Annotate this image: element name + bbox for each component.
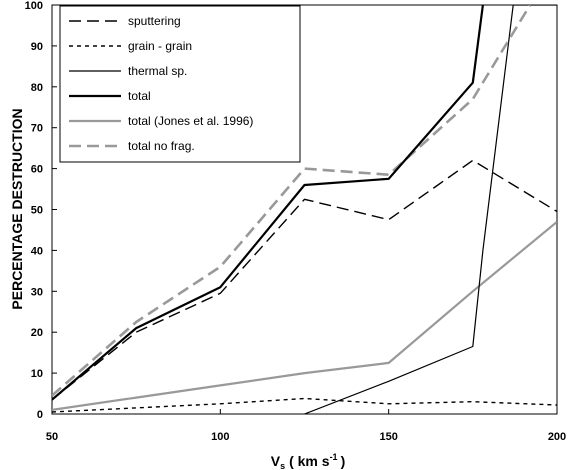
y-tick-label: 40 [31, 245, 43, 257]
y-tick-label: 30 [31, 286, 43, 298]
legend-label: total (Jones et al. 1996) [128, 114, 253, 128]
y-axis-ticks: 0 10 20 30 40 50 60 70 80 90 100 [25, 0, 57, 421]
x-axis-title-close: ) [341, 453, 346, 469]
y-tick-label: 0 [37, 409, 43, 421]
legend-label: grain - grain [128, 39, 192, 53]
legend-label: total [128, 89, 151, 103]
y-tick-label: 80 [31, 82, 43, 94]
x-axis-title-sub: s [280, 461, 285, 470]
y-tick-label: 50 [31, 205, 43, 217]
series-line-total [52, 5, 484, 401]
y-tick-label: 100 [25, 0, 43, 12]
y-tick-label: 60 [31, 164, 43, 176]
y-tick-label: 20 [31, 327, 43, 339]
x-axis-title: Vs ( km s-1) [271, 452, 346, 470]
y-tick-label: 70 [31, 123, 43, 135]
series-line-total-no-frag [52, 5, 532, 397]
x-axis-title-units: ( km s [289, 453, 330, 469]
series-line-sputtering [52, 159, 557, 401]
series-line-total-jones-et-al-1996 [52, 220, 557, 411]
x-tick-label: 150 [379, 431, 397, 443]
legend-label: total no frag. [128, 139, 195, 153]
series-line-thermal-sp [304, 5, 557, 414]
x-tick-label: 100 [211, 431, 229, 443]
legend-box [59, 5, 301, 163]
y-tick-label: 10 [31, 368, 43, 380]
series-line-grain-grain [52, 397, 557, 413]
legend-label: thermal sp. [128, 64, 187, 78]
x-axis-ticks: 50 100 150 200 [46, 409, 566, 443]
y-tick-label: 90 [31, 41, 43, 53]
x-axis-title-sup: -1 [330, 452, 338, 462]
series-layer [52, 5, 557, 414]
x-tick-label: 200 [548, 431, 566, 443]
y-axis-title: PERCENTAGE DESTRUCTION [9, 108, 25, 309]
x-tick-label: 50 [46, 431, 58, 443]
legend-label: sputtering [128, 14, 181, 28]
x-axis-title-main: V [271, 453, 281, 469]
legend: sputtering grain - grain thermal sp. total t… [59, 5, 301, 163]
